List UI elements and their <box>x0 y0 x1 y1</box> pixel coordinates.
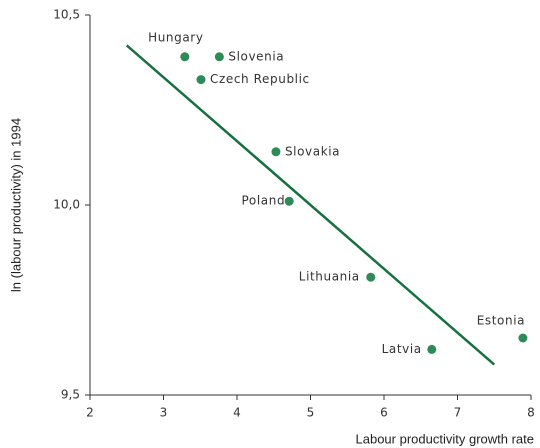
point-label: Slovenia <box>228 49 284 63</box>
x-tick-label: 8 <box>527 406 535 420</box>
x-tick-label: 7 <box>454 406 462 420</box>
x-axis-label: Labour productivity growth rate <box>356 431 534 446</box>
point <box>196 75 206 85</box>
point <box>271 147 281 157</box>
point <box>518 333 528 343</box>
x-tick-label: 2 <box>86 406 94 420</box>
x-tick-label: 4 <box>233 406 241 420</box>
y-tick-label: 10,5 <box>53 8 80 22</box>
point-label: Estonia <box>477 314 525 328</box>
point <box>427 344 437 354</box>
point <box>180 52 190 62</box>
x-tick-label: 6 <box>380 406 388 420</box>
point <box>366 272 376 282</box>
point-label: Czech Republic <box>210 72 310 86</box>
trend-line <box>125 44 496 366</box>
y-tick-label: 10,0 <box>53 198 80 212</box>
point-label: Slovakia <box>285 144 340 158</box>
point-label: Hungary <box>148 30 203 44</box>
x-tick-label: 3 <box>160 406 168 420</box>
point <box>214 52 224 62</box>
point-label: Poland <box>242 194 286 208</box>
y-axis-label: ln (labour productivity) in 1994 <box>8 118 23 292</box>
point-label: Latvia <box>382 342 422 356</box>
y-tick-label: 9,5 <box>61 388 80 402</box>
x-tick-label: 5 <box>307 406 315 420</box>
point <box>284 196 294 206</box>
point-label: Lithuania <box>299 270 360 284</box>
